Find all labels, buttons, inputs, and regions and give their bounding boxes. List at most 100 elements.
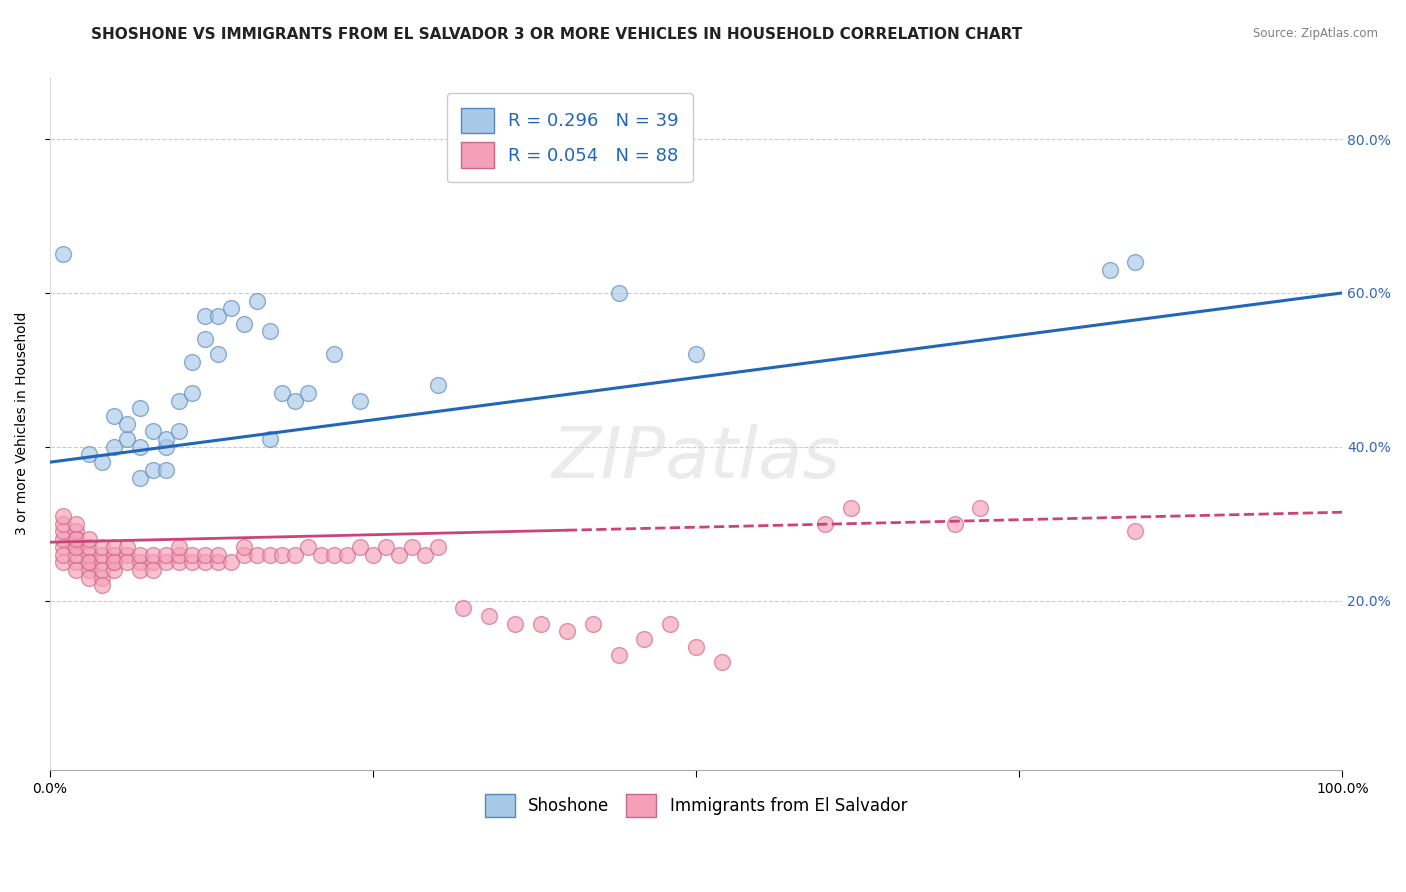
Point — [90, 578, 112, 592]
Point — [530, 616, 553, 631]
Point — [607, 285, 630, 300]
Point — [219, 555, 242, 569]
Point — [142, 563, 165, 577]
Point — [555, 624, 578, 639]
Point — [194, 555, 217, 569]
Point — [181, 548, 204, 562]
Point — [167, 555, 190, 569]
Point — [582, 616, 605, 631]
Point — [65, 532, 87, 546]
Point — [633, 632, 655, 647]
Point — [323, 548, 346, 562]
Point — [129, 548, 152, 562]
Point — [77, 555, 100, 569]
Y-axis label: 3 or more Vehicles in Household: 3 or more Vehicles in Household — [15, 312, 30, 535]
Point — [103, 563, 125, 577]
Point — [453, 601, 475, 615]
Point — [167, 393, 190, 408]
Point — [259, 548, 281, 562]
Legend: Shoshone, Immigrants from El Salvador: Shoshone, Immigrants from El Salvador — [478, 787, 914, 824]
Point — [52, 516, 75, 531]
Point — [90, 563, 112, 577]
Point — [77, 563, 100, 577]
Point — [65, 540, 87, 554]
Point — [65, 563, 87, 577]
Point — [167, 540, 190, 554]
Point — [52, 524, 75, 539]
Point — [246, 293, 269, 308]
Point — [413, 548, 436, 562]
Point — [426, 540, 449, 554]
Point — [155, 440, 177, 454]
Point — [207, 309, 229, 323]
Point — [336, 548, 359, 562]
Point — [323, 347, 346, 361]
Point — [77, 540, 100, 554]
Point — [271, 548, 294, 562]
Point — [969, 501, 991, 516]
Point — [943, 516, 966, 531]
Point — [181, 386, 204, 401]
Point — [52, 247, 75, 261]
Point — [503, 616, 526, 631]
Point — [297, 386, 319, 401]
Text: ZIPatlas: ZIPatlas — [551, 424, 841, 493]
Point — [117, 540, 139, 554]
Point — [103, 409, 125, 423]
Point — [129, 563, 152, 577]
Point — [284, 393, 307, 408]
Point — [103, 440, 125, 454]
Point — [103, 555, 125, 569]
Point — [103, 540, 125, 554]
Point — [103, 548, 125, 562]
Point — [374, 540, 396, 554]
Point — [194, 548, 217, 562]
Point — [1098, 262, 1121, 277]
Point — [232, 540, 254, 554]
Point — [77, 571, 100, 585]
Point — [129, 440, 152, 454]
Point — [77, 448, 100, 462]
Point — [685, 347, 707, 361]
Point — [309, 548, 332, 562]
Point — [65, 555, 87, 569]
Point — [839, 501, 862, 516]
Point — [219, 301, 242, 316]
Point — [90, 540, 112, 554]
Point — [259, 432, 281, 446]
Point — [142, 555, 165, 569]
Point — [77, 555, 100, 569]
Point — [167, 548, 190, 562]
Point — [52, 532, 75, 546]
Point — [90, 555, 112, 569]
Point — [349, 393, 371, 408]
Point — [65, 516, 87, 531]
Point — [503, 132, 526, 146]
Point — [181, 555, 204, 569]
Point — [1125, 255, 1147, 269]
Point — [77, 548, 100, 562]
Point — [52, 540, 75, 554]
Point — [103, 555, 125, 569]
Point — [142, 425, 165, 439]
Point — [65, 532, 87, 546]
Point — [52, 548, 75, 562]
Text: Source: ZipAtlas.com: Source: ZipAtlas.com — [1253, 27, 1378, 40]
Point — [478, 609, 501, 624]
Point — [607, 648, 630, 662]
Point — [259, 324, 281, 338]
Point — [65, 548, 87, 562]
Point — [284, 548, 307, 562]
Point — [246, 548, 269, 562]
Point — [155, 432, 177, 446]
Point — [52, 509, 75, 524]
Point — [659, 616, 682, 631]
Point — [155, 463, 177, 477]
Point — [90, 571, 112, 585]
Point — [710, 655, 733, 669]
Point — [349, 540, 371, 554]
Point — [155, 555, 177, 569]
Point — [194, 309, 217, 323]
Point — [142, 463, 165, 477]
Point — [129, 555, 152, 569]
